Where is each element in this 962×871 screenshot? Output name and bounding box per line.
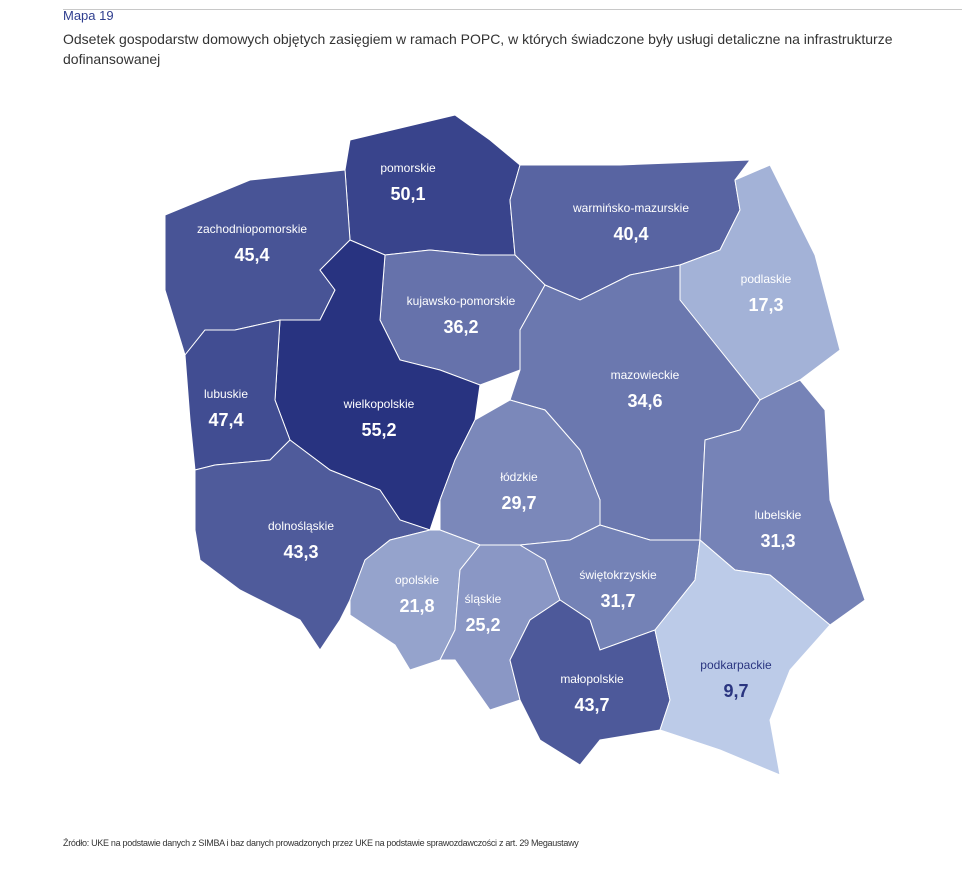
region-value: 36,2 bbox=[443, 317, 478, 337]
region-name: opolskie bbox=[395, 573, 439, 587]
map-label: Mapa 19 bbox=[63, 8, 114, 23]
region-value: 40,4 bbox=[613, 224, 648, 244]
map: pomorskie 50,1 zachodniopomorskie 45,4 warmi… bbox=[164, 114, 866, 776]
region-value: 55,2 bbox=[361, 420, 396, 440]
region-name: podlaskie bbox=[741, 272, 792, 286]
region-value: 21,8 bbox=[399, 596, 434, 616]
region-value: 43,7 bbox=[574, 695, 609, 715]
region-name: mazowieckie bbox=[611, 368, 680, 382]
region-name: warmińsko-mazurskie bbox=[572, 201, 689, 215]
region-value: 45,4 bbox=[234, 245, 269, 265]
region-name: pomorskie bbox=[380, 161, 436, 175]
region bbox=[509, 599, 671, 766]
region-value: 47,4 bbox=[208, 410, 243, 430]
region-name: lubelskie bbox=[755, 508, 802, 522]
region-value: 29,7 bbox=[501, 493, 536, 513]
region-value: 43,3 bbox=[283, 542, 318, 562]
top-rule bbox=[63, 9, 962, 10]
region bbox=[344, 114, 521, 256]
region-name: zachodniopomorskie bbox=[197, 222, 307, 236]
region-name: małopolskie bbox=[560, 672, 624, 686]
region-name: śląskie bbox=[465, 592, 502, 606]
source-note: Źródło: UKE na podstawie danych z SIMBA … bbox=[63, 838, 579, 848]
region-name: lubuskie bbox=[204, 387, 248, 401]
region-name: kujawsko-pomorskie bbox=[407, 294, 516, 308]
region-name: podkarpackie bbox=[700, 658, 772, 672]
region-name: wielkopolskie bbox=[343, 397, 415, 411]
region-name: łódzkie bbox=[500, 470, 538, 484]
map-title: Odsetek gospodarstw domowych objętych za… bbox=[63, 31, 893, 67]
region-value: 9,7 bbox=[723, 681, 748, 701]
region-value: 34,6 bbox=[627, 391, 662, 411]
region-value: 31,3 bbox=[760, 531, 795, 551]
region-value: 17,3 bbox=[748, 295, 783, 315]
region-value: 50,1 bbox=[390, 184, 425, 204]
region bbox=[654, 539, 831, 776]
region-name: świętokrzyskie bbox=[579, 568, 657, 582]
region-name: dolnośląskie bbox=[268, 519, 334, 533]
region-value: 25,2 bbox=[465, 615, 500, 635]
region-value: 31,7 bbox=[600, 591, 635, 611]
